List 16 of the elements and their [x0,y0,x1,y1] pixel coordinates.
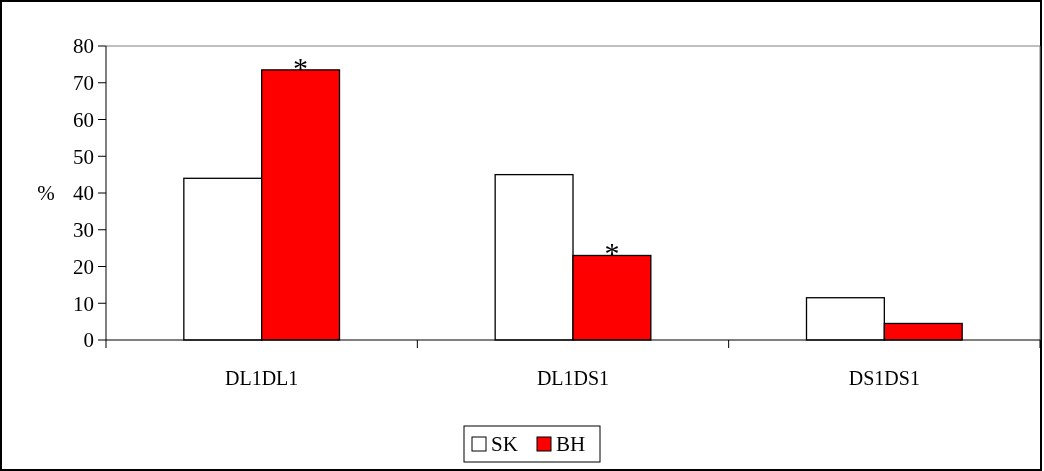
y-tick-label: 80 [73,34,94,59]
y-tick-label: 70 [73,71,94,96]
y-tick-label: 10 [73,291,94,316]
y-tick-label: 0 [83,328,94,353]
y-tick-label: 20 [73,254,94,279]
y-tick-label: 40 [73,181,94,206]
y-axis-title: % [37,181,55,206]
annotation: * [604,236,620,270]
x-tick-label: DL1DL1 [225,367,299,389]
legend-label: BH [556,432,586,456]
legend-label: SK [491,432,518,456]
x-tick-label: DS1DS1 [848,367,920,389]
y-tick-label: 30 [73,218,94,243]
y-tick-label: 50 [73,144,94,169]
x-tick-label: DL1DS1 [536,367,610,389]
y-tick-label: 60 [73,107,94,132]
